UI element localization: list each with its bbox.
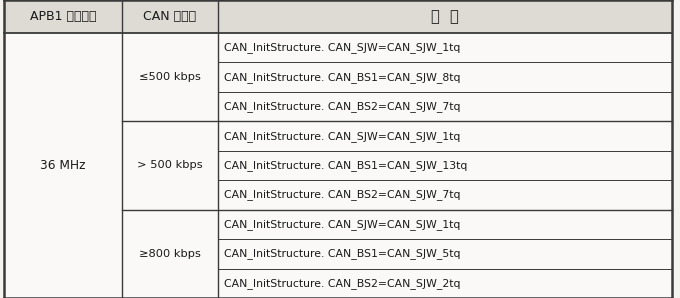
Text: CAN_InitStructure. CAN_BS1=CAN_SJW_5tq: CAN_InitStructure. CAN_BS1=CAN_SJW_5tq bbox=[224, 248, 460, 259]
Text: CAN_InitStructure. CAN_SJW=CAN_SJW_1tq: CAN_InitStructure. CAN_SJW=CAN_SJW_1tq bbox=[224, 219, 460, 230]
Text: CAN_InitStructure. CAN_BS1=CAN_SJW_8tq: CAN_InitStructure. CAN_BS1=CAN_SJW_8tq bbox=[224, 72, 460, 83]
Text: CAN_InitStructure. CAN_BS2=CAN_SJW_2tq: CAN_InitStructure. CAN_BS2=CAN_SJW_2tq bbox=[224, 278, 460, 289]
Text: ≤500 kbps: ≤500 kbps bbox=[139, 72, 201, 82]
Text: CAN_InitStructure. CAN_BS2=CAN_SJW_7tq: CAN_InitStructure. CAN_BS2=CAN_SJW_7tq bbox=[224, 101, 460, 112]
Text: ≥800 kbps: ≥800 kbps bbox=[139, 249, 201, 259]
Text: CAN_InitStructure. CAN_SJW=CAN_SJW_1tq: CAN_InitStructure. CAN_SJW=CAN_SJW_1tq bbox=[224, 42, 460, 53]
Text: CAN_InitStructure. CAN_SJW=CAN_SJW_1tq: CAN_InitStructure. CAN_SJW=CAN_SJW_1tq bbox=[224, 131, 460, 142]
Text: CAN 波特率: CAN 波特率 bbox=[143, 10, 197, 23]
Text: 参  数: 参 数 bbox=[431, 9, 459, 24]
Bar bbox=[4, 0, 672, 33]
Text: > 500 kbps: > 500 kbps bbox=[137, 161, 203, 170]
Bar bbox=[4, 33, 672, 298]
Text: 36 MHz: 36 MHz bbox=[40, 159, 86, 172]
Text: CAN_InitStructure. CAN_BS2=CAN_SJW_7tq: CAN_InitStructure. CAN_BS2=CAN_SJW_7tq bbox=[224, 190, 460, 200]
Text: CAN_InitStructure. CAN_BS1=CAN_SJW_13tq: CAN_InitStructure. CAN_BS1=CAN_SJW_13tq bbox=[224, 160, 467, 171]
Text: APB1 总线时钟: APB1 总线时钟 bbox=[30, 10, 97, 23]
